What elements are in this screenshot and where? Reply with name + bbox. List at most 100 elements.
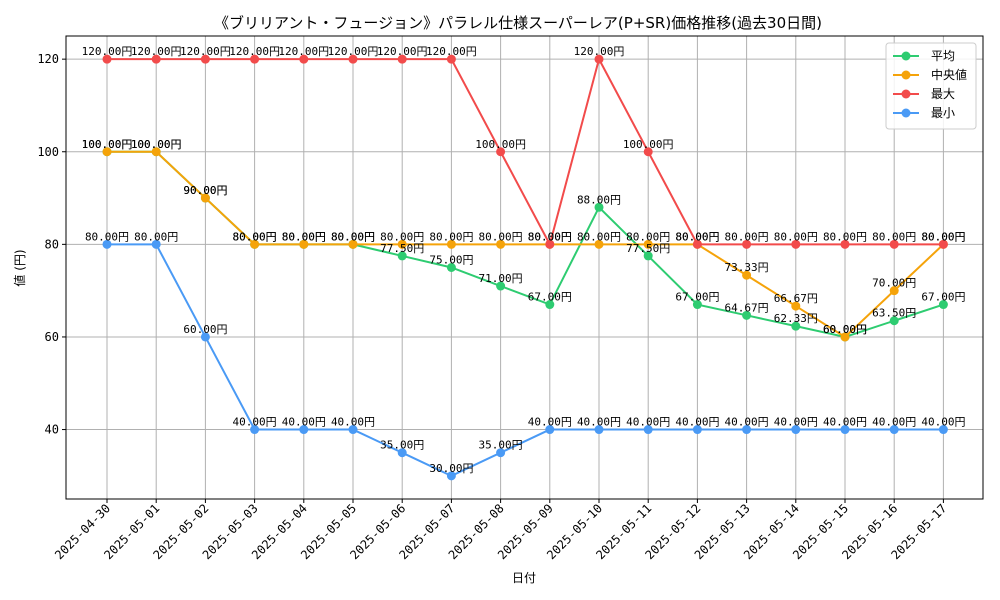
- y-axis-title: 値 (円): [12, 249, 27, 286]
- series-point: [200, 54, 210, 64]
- data-label: 40.00円: [725, 416, 769, 429]
- data-label: 80.00円: [725, 230, 769, 243]
- data-label: 73.33円: [725, 261, 769, 274]
- data-label: 40.00円: [774, 416, 818, 429]
- series-point: [348, 425, 358, 435]
- series-point: [250, 54, 260, 64]
- series-point: [102, 239, 112, 249]
- data-label: 40.00円: [823, 416, 867, 429]
- data-label: 80.00円: [774, 230, 818, 243]
- series-point: [397, 239, 407, 249]
- series-point: [102, 147, 112, 157]
- y-tick-label: 100: [37, 145, 59, 159]
- data-label: 120.00円: [180, 45, 231, 58]
- legend-marker: [901, 108, 911, 118]
- data-label: 80.00円: [331, 230, 375, 243]
- series-point: [594, 239, 604, 249]
- series-point: [889, 239, 899, 249]
- series-point: [938, 300, 948, 310]
- data-label: 80.00円: [921, 230, 965, 243]
- series-line: [107, 56, 944, 248]
- data-label: 67.00円: [528, 291, 572, 304]
- series-point: [545, 239, 555, 249]
- series-point: [692, 300, 702, 310]
- series-point: [692, 425, 702, 435]
- data-label: 70.00円: [872, 277, 916, 290]
- data-label: 40.00円: [282, 416, 326, 429]
- series-point: [397, 448, 407, 458]
- series-point: [742, 270, 752, 280]
- series-point: [446, 471, 456, 481]
- series-point: [496, 147, 506, 157]
- series-point: [643, 251, 653, 261]
- data-label: 40.00円: [577, 416, 621, 429]
- series-point: [938, 425, 948, 435]
- gridlines: [66, 36, 983, 499]
- legend-box: [885, 42, 977, 130]
- series-point: [840, 332, 850, 342]
- data-label: 40.00円: [921, 416, 965, 429]
- series-point: [643, 239, 653, 249]
- data-label: 120.00円: [131, 45, 182, 58]
- data-label: 120.00円: [426, 45, 477, 58]
- series-point: [250, 239, 260, 249]
- data-label: 100.00円: [82, 138, 133, 151]
- series-point: [496, 281, 506, 291]
- series-lines: [102, 54, 948, 481]
- data-label: 80.00円: [380, 230, 424, 243]
- data-label: 88.00円: [577, 193, 621, 206]
- data-label: 90.00円: [183, 184, 227, 197]
- data-label: 35.00円: [479, 439, 523, 452]
- x-axis-ticks: 2025-04-302025-05-012025-05-022025-05-03…: [52, 499, 950, 562]
- data-label: 100.00円: [131, 138, 182, 151]
- data-label: 80.00円: [921, 230, 965, 243]
- data-label: 66.67円: [774, 292, 818, 305]
- data-label: 60.00円: [823, 323, 867, 336]
- series-point: [102, 54, 112, 64]
- data-label: 62.33円: [774, 312, 818, 325]
- series-point: [889, 286, 899, 296]
- data-label: 80.00円: [528, 230, 572, 243]
- y-tick-label: 120: [37, 52, 59, 66]
- data-label: 40.00円: [233, 416, 277, 429]
- series-point: [840, 239, 850, 249]
- data-label: 60.00円: [183, 323, 227, 336]
- series-point: [594, 54, 604, 64]
- legend-marker: [901, 70, 911, 80]
- data-label: 120.00円: [278, 45, 329, 58]
- legend-label: 最小: [931, 106, 955, 120]
- series-point: [889, 316, 899, 326]
- data-label: 80.00円: [233, 230, 277, 243]
- series-point: [496, 239, 506, 249]
- series-point: [742, 239, 752, 249]
- series-point: [151, 239, 161, 249]
- series-line: [107, 243, 944, 477]
- data-label: 80.00円: [577, 230, 621, 243]
- data-label: 80.00円: [528, 230, 572, 243]
- series-point: [446, 239, 456, 249]
- data-label: 90.00円: [183, 184, 227, 197]
- series-point: [397, 251, 407, 261]
- data-label: 40.00円: [626, 416, 670, 429]
- data-label: 80.00円: [429, 230, 473, 243]
- series-point: [791, 239, 801, 249]
- legend-label: 最大: [931, 87, 955, 101]
- data-label: 80.00円: [282, 230, 326, 243]
- series-point: [446, 263, 456, 272]
- data-label: 67.00円: [675, 291, 719, 304]
- data-label: 120.00円: [377, 45, 428, 58]
- series-point: [594, 202, 604, 212]
- series-line: [107, 150, 945, 339]
- data-label: 80.00円: [675, 230, 719, 243]
- series-point: [889, 425, 899, 435]
- series-point: [938, 239, 948, 249]
- series-point: [397, 54, 407, 64]
- plot-frame: [65, 35, 984, 500]
- y-tick-label: 80: [45, 237, 59, 251]
- data-label: 120.00円: [328, 45, 379, 58]
- series-point: [840, 425, 850, 435]
- data-label: 80.00円: [134, 230, 178, 243]
- series-point: [545, 300, 555, 310]
- y-tick-label: 60: [45, 330, 59, 344]
